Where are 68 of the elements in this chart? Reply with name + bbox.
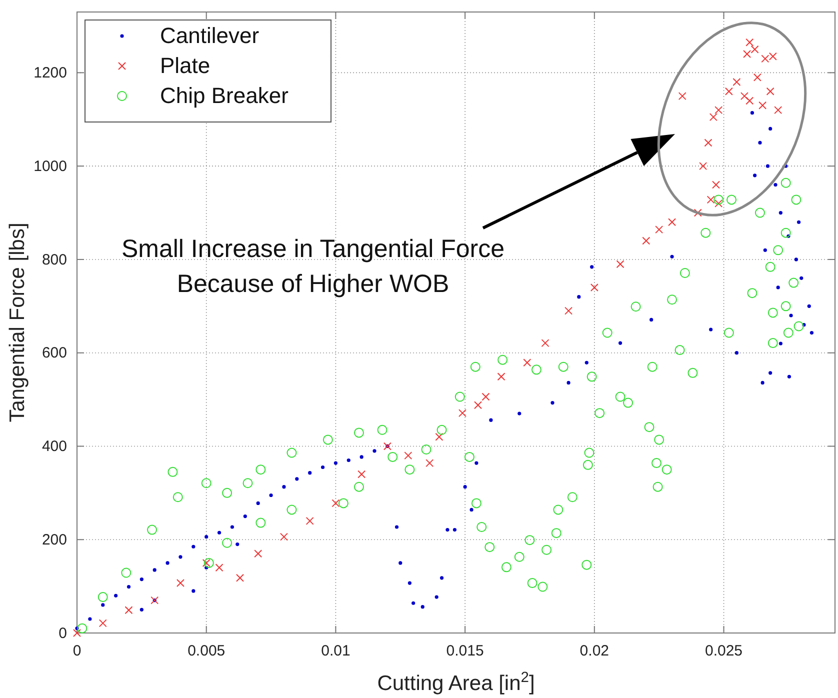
point <box>215 564 224 572</box>
y-axis-title: Tangential Force [lbs] <box>6 222 29 422</box>
x-axis-title: Cutting Area [in$^{2}$] <box>377 670 535 695</box>
x-tick-label: 0.005 <box>188 642 226 660</box>
point <box>306 516 314 525</box>
point <box>124 606 133 614</box>
legend-label: Plate <box>160 53 210 78</box>
y-tick-label: 400 <box>42 438 67 456</box>
point <box>332 499 340 508</box>
point <box>678 92 686 100</box>
point <box>616 260 624 268</box>
point <box>383 442 392 450</box>
point <box>482 392 490 401</box>
point <box>458 409 466 418</box>
point <box>732 78 741 86</box>
y-tick-label: 200 <box>42 531 67 548</box>
point <box>694 208 702 217</box>
point <box>280 532 288 541</box>
point <box>746 38 754 46</box>
legend-label: Cantilever <box>160 23 260 48</box>
x-tick-label: 0.015 <box>446 642 484 660</box>
point <box>474 401 482 410</box>
point <box>236 574 244 582</box>
point <box>358 470 366 478</box>
x-tick-label: 0.02 <box>580 642 610 660</box>
x-tick-label: 0.025 <box>704 642 743 660</box>
point <box>758 101 767 110</box>
point <box>404 452 412 460</box>
point <box>706 196 715 204</box>
point <box>774 106 782 114</box>
y-tick-label: 800 <box>42 251 67 268</box>
point <box>202 558 210 567</box>
point <box>435 432 444 441</box>
point <box>254 550 262 558</box>
y-tick-label: 1000 <box>34 158 67 175</box>
point <box>712 180 720 189</box>
point <box>642 236 650 245</box>
y-tick-label: 1200 <box>34 64 67 82</box>
point <box>73 629 81 637</box>
point <box>668 218 676 226</box>
point <box>523 358 532 367</box>
point <box>704 138 712 147</box>
point <box>753 73 762 82</box>
annotation: Small Increase in Tangential Force Because of Higher WOB <box>121 235 505 298</box>
point <box>590 283 598 292</box>
point <box>709 113 718 122</box>
x-tick-label: 0.01 <box>321 642 350 660</box>
point <box>176 579 184 588</box>
point <box>98 619 107 628</box>
point <box>150 596 159 604</box>
point <box>426 459 434 468</box>
y-tick-label: 600 <box>42 344 67 362</box>
point <box>746 96 754 105</box>
y-tick-label: 0 <box>58 624 67 642</box>
legend-label: Chip Breaker <box>160 83 288 108</box>
x-tick-label: 0 <box>72 642 82 660</box>
point <box>714 199 723 208</box>
point <box>564 306 573 315</box>
point <box>497 372 506 381</box>
point <box>699 162 708 170</box>
point <box>750 45 759 54</box>
point <box>766 87 774 96</box>
point <box>740 92 748 100</box>
point <box>714 106 723 114</box>
point <box>724 87 733 96</box>
point <box>655 226 664 234</box>
point <box>743 50 752 58</box>
point <box>541 339 550 348</box>
